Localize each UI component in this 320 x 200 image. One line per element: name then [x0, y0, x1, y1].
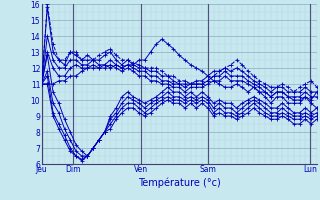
X-axis label: Température (°c): Température (°c): [138, 177, 220, 188]
